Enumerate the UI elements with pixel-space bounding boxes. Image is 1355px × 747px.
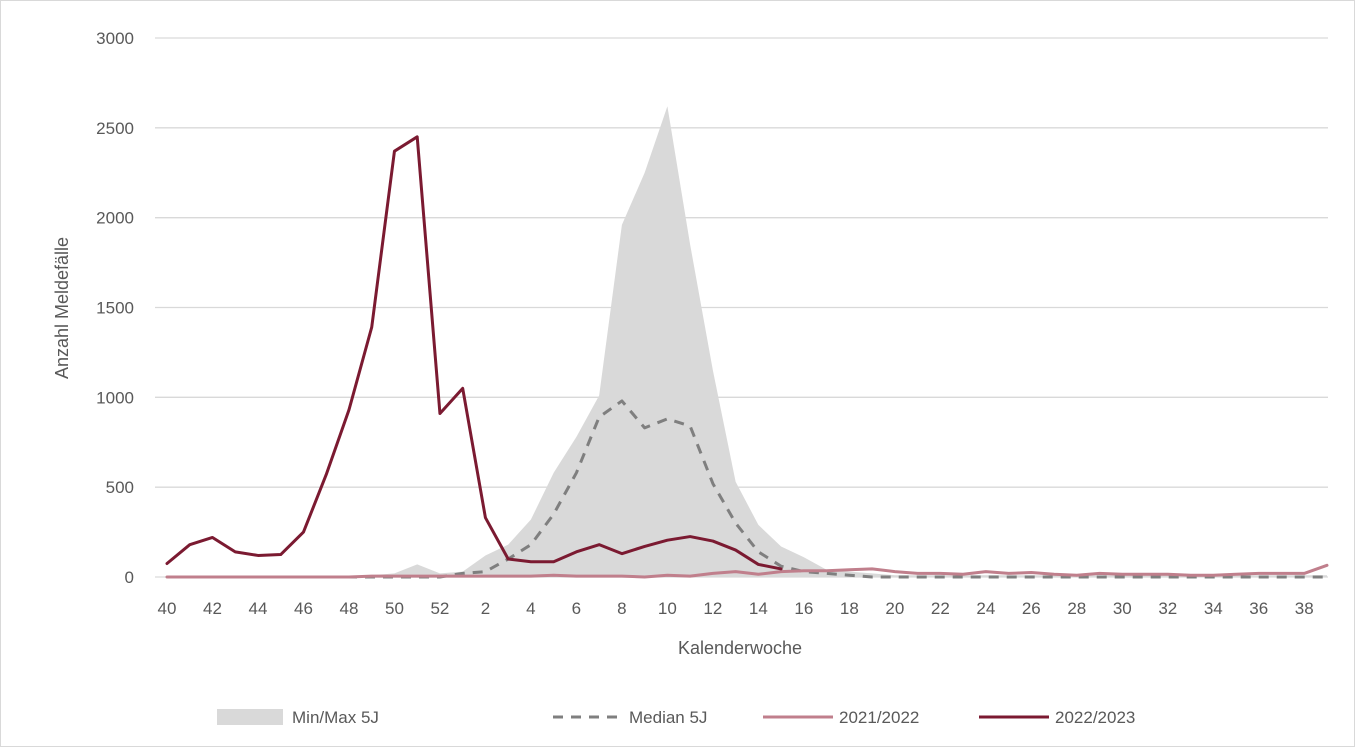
x-tick-label: 46 [294,599,313,618]
y-axis-ticks: 0 500 1000 1500 2000 2500 3000 [96,29,134,587]
gridlines [155,37,1328,578]
x-tick-label: 32 [1158,599,1177,618]
x-tick-label: 28 [1067,599,1086,618]
y-tick-label: 2000 [96,209,134,228]
legend-item: Min/Max 5J [217,708,379,727]
x-tick-label: 24 [976,599,995,618]
x-tick-label: 18 [840,599,859,618]
min-max-band [167,106,1327,578]
x-tick-label: 30 [1113,599,1132,618]
x-tick-label: 44 [249,599,268,618]
x-tick-label: 12 [703,599,722,618]
y-tick-label: 1000 [96,388,134,407]
x-tick-label: 20 [885,599,904,618]
series-line-median-5j [167,399,1327,579]
y-tick-label: 1500 [96,299,134,318]
x-tick-label: 6 [572,599,581,618]
x-tick-label: 40 [158,599,177,618]
x-tick-label: 8 [617,599,626,618]
x-tick-label: 38 [1295,599,1314,618]
x-tick-label: 34 [1204,599,1223,618]
x-tick-label: 52 [430,599,449,618]
legend-swatch [217,709,283,725]
legend-label: Median 5J [629,708,707,727]
x-tick-label: 10 [658,599,677,618]
legend-item: 2021/2022 [763,708,919,727]
x-tick-label: 36 [1249,599,1268,618]
x-tick-label: 2 [481,599,490,618]
y-tick-label: 0 [125,568,134,587]
x-axis-ticks: 40 42 44 46 48 50 52 2 4 6 8 10 12 14 16 18 20 22 24 26 28 30… [158,599,1314,618]
legend-label: 2022/2023 [1055,708,1135,727]
x-tick-label: 50 [385,599,404,618]
y-tick-label: 2500 [96,119,134,138]
y-tick-label: 500 [106,478,134,497]
y-tick-label: 3000 [96,29,134,48]
x-tick-label: 48 [339,599,358,618]
min-max-area [167,106,1327,578]
x-tick-label: 16 [794,599,813,618]
series-lines [165,135,1329,579]
series-line-2021-2022 [165,563,1329,579]
x-tick-label: 22 [931,599,950,618]
legend: Min/Max 5J Median 5J 2021/2022 2022/2023 [217,708,1135,727]
legend-label: Min/Max 5J [292,708,379,727]
legend-item: 2022/2023 [979,708,1135,727]
y-axis-title: Anzahl Meldefälle [52,237,72,379]
x-tick-label: 26 [1022,599,1041,618]
x-tick-label: 14 [749,599,768,618]
series-line-2022-2023 [165,135,783,571]
legend-label: 2021/2022 [839,708,919,727]
legend-item: Median 5J [553,708,707,727]
x-tick-label: 42 [203,599,222,618]
x-axis-title: Kalenderwoche [678,638,802,658]
x-tick-label: 4 [526,599,535,618]
